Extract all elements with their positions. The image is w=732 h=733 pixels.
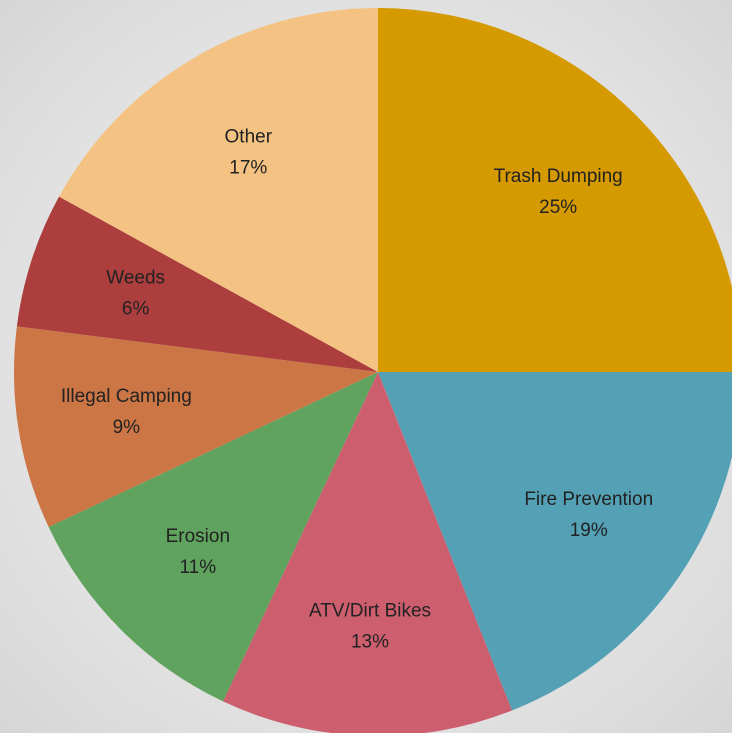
slice: [59, 8, 379, 372]
value-label: 6%: [122, 298, 150, 319]
value-label: 11%: [180, 557, 217, 578]
slice-label: Trash Dumping: [494, 166, 623, 187]
value-label: 13%: [351, 632, 389, 653]
labels: Trash Dumping 25% Fire Prevention 19% ATV/Di…: [61, 127, 653, 653]
slice-label: Illegal Camping: [61, 386, 192, 407]
slice: [223, 372, 512, 733]
value-label: 17%: [229, 158, 267, 179]
slice: [378, 8, 732, 372]
slice-label: ATV/Dirt Bikes: [309, 601, 431, 622]
slice: [48, 372, 379, 702]
slice: [14, 326, 379, 527]
value-label: 19%: [570, 520, 608, 541]
value-label: 25%: [539, 197, 577, 218]
slice: [16, 196, 379, 372]
value-label: 9%: [113, 417, 141, 438]
pie: [14, 8, 732, 733]
slice: [378, 372, 732, 711]
slice-label: Fire Prevention: [524, 489, 653, 510]
slice-label: Erosion: [166, 526, 230, 547]
slice-label: Other: [225, 127, 273, 148]
slice-label: Weeds: [106, 267, 165, 288]
